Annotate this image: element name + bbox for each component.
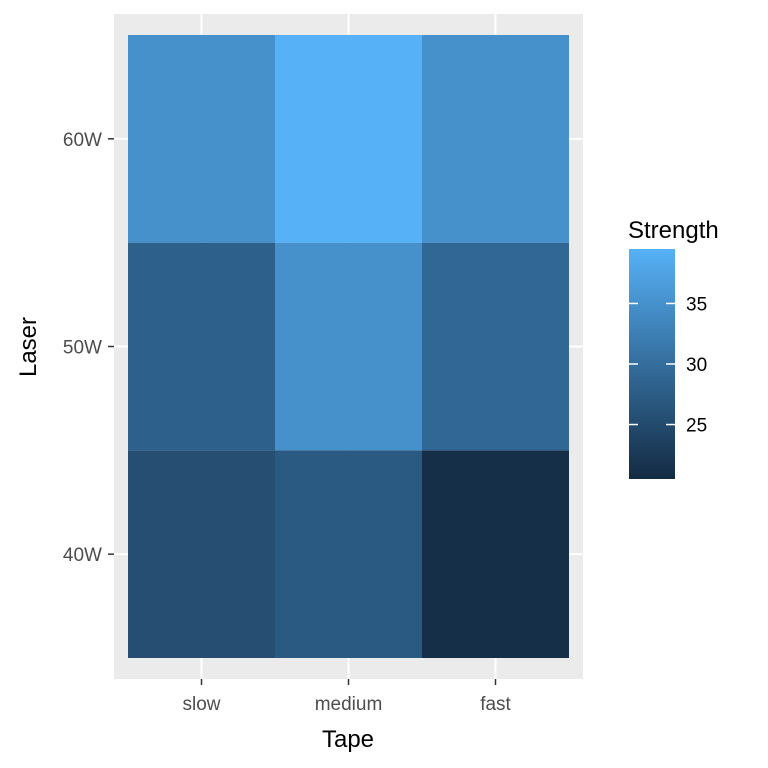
heatmap-cell-40W-medium xyxy=(275,450,422,658)
y-tick-label: 40W xyxy=(63,545,102,566)
legend-tick-label: 25 xyxy=(686,416,707,437)
y-axis-title: Laser xyxy=(15,317,42,377)
heatmap-cell-60W-medium xyxy=(275,35,422,243)
x-axis: slow medium fast xyxy=(182,679,512,715)
heatmap-cell-60W-fast xyxy=(422,35,569,243)
y-tick-label: 60W xyxy=(63,130,102,151)
heatmap-cell-50W-medium xyxy=(275,242,422,451)
legend-tick-label: 30 xyxy=(686,355,707,376)
heatmap-cells xyxy=(128,35,569,658)
heatmap-cell-40W-slow xyxy=(128,450,275,658)
x-tick-label: medium xyxy=(315,694,383,715)
legend-tick-label: 35 xyxy=(686,294,707,315)
heatmap-cell-40W-fast xyxy=(422,450,569,658)
legend: Strength 25 30 35 xyxy=(628,217,719,479)
legend-title: Strength xyxy=(628,217,719,244)
y-tick-label: 50W xyxy=(63,338,102,359)
heatmap-cell-50W-fast xyxy=(422,242,569,451)
x-axis-title: Tape xyxy=(322,726,374,753)
x-tick-label: slow xyxy=(182,694,220,715)
heatmap-cell-60W-slow xyxy=(128,35,275,243)
x-tick-label: fast xyxy=(480,694,511,715)
heatmap-cell-50W-slow xyxy=(128,242,275,451)
y-axis: 40W 50W 60W xyxy=(63,130,114,566)
